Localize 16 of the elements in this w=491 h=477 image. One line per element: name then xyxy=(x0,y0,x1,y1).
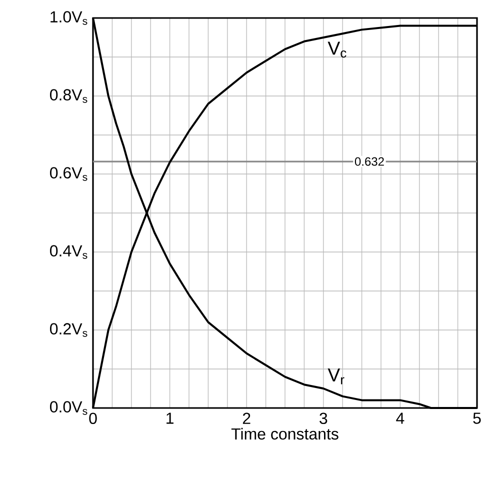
x-tick-label: 5 xyxy=(473,412,481,424)
x-tick-label: 4 xyxy=(396,412,404,424)
y-tick-label: 0.4V$_{s}$ xyxy=(50,245,88,259)
y-tick-label: 0.6V$_{s}$ xyxy=(50,167,88,181)
y-tick-label: 1.0V$_{s}$ xyxy=(50,11,88,25)
x-tick-label: 0 xyxy=(89,412,97,424)
ref-line-label: 0.632 xyxy=(354,157,384,166)
series-label: V$_{c}$ xyxy=(328,42,346,58)
series-label: V$_{r}$ xyxy=(328,368,344,384)
x-tick-label: 1 xyxy=(166,412,174,424)
y-tick-label: 0.0V$_{s}$ xyxy=(50,401,88,415)
y-tick-label: 0.8V$_{s}$ xyxy=(50,89,88,103)
y-tick-label: 0.2V$_{s}$ xyxy=(50,323,88,337)
x-axis-title: Time constants xyxy=(231,428,338,440)
x-tick-label: 3 xyxy=(320,412,328,424)
x-tick-label: 2 xyxy=(242,412,250,424)
